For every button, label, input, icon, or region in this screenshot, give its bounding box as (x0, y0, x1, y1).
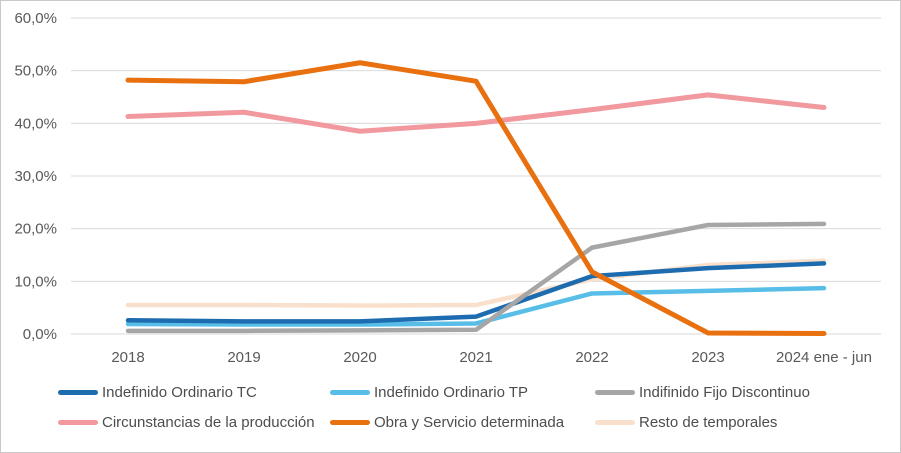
legend-item-obra-y-servicio-determinada: Obra y Servicio determinada (330, 414, 595, 431)
legend-swatch-indefinido-ordinario-tc (58, 390, 98, 395)
x-axis-category-label: 2021 (459, 349, 492, 366)
legend-label-circunstancias-de-la-produccion: Circunstancias de la producción (102, 414, 315, 431)
legend-item-resto-de-temporales: Resto de temporales (595, 414, 885, 431)
x-axis-category-label: 2023 (691, 349, 724, 366)
x-axis-category-label: 2018 (111, 349, 144, 366)
y-axis-tick-label: 20,0% (14, 221, 57, 238)
legend-item-indefinido-ordinario-tc: Indefinido Ordinario TC (58, 384, 330, 401)
legend-swatch-indifinido-fijo-discontinuo (595, 390, 635, 395)
series-line-circunstancias-de-la-producci-n (125, 92, 827, 134)
legend-swatch-circunstancias-de-la-produccion (58, 420, 98, 425)
legend-label-indefinido-ordinario-tp: Indefinido Ordinario TP (374, 384, 528, 401)
legend-label-resto-de-temporales: Resto de temporales (639, 414, 778, 431)
legend-swatch-obra-y-servicio-determinada (330, 420, 370, 425)
y-axis-tick-label: 50,0% (14, 63, 57, 80)
x-axis-category-label: 2024 ene - jun (776, 349, 872, 366)
x-axis-category-label: 2020 (343, 349, 376, 366)
series-line-indifinido-fijo-discontinuo (125, 221, 827, 334)
chart-legend: Indefinido Ordinario TC Indefinido Ordin… (58, 384, 885, 431)
series-line-indefinido-ordinario-tp (125, 285, 827, 327)
y-axis-tick-label: 30,0% (14, 168, 57, 185)
legend-label-indefinido-ordinario-tc: Indefinido Ordinario TC (102, 384, 257, 401)
legend-swatch-resto-de-temporales (595, 420, 635, 425)
y-axis-tick-label: 10,0% (14, 273, 57, 290)
x-axis-category-label: 2019 (227, 349, 260, 366)
series-line-indefinido-ordinario-tc (125, 261, 827, 324)
legend-label-obra-y-servicio-determinada: Obra y Servicio determinada (374, 414, 565, 431)
y-axis-tick-label: 0,0% (23, 326, 57, 343)
series-line-resto-de-temporales (125, 258, 827, 308)
legend-swatch-indefinido-ordinario-tp (330, 390, 370, 395)
legend-label-indifinido-fijo-discontinuo: Indifinido Fijo Discontinuo (639, 384, 810, 401)
y-axis-tick-label: 60,0% (14, 10, 57, 27)
legend-item-circunstancias-de-la-produccion: Circunstancias de la producción (58, 414, 330, 431)
series-line-obra-y-servicio-determinada (125, 60, 827, 336)
legend-item-indifinido-fijo-discontinuo: Indifinido Fijo Discontinuo (595, 384, 885, 401)
x-axis-category-label: 2022 (575, 349, 608, 366)
y-axis-tick-label: 40,0% (14, 115, 57, 132)
legend-item-indefinido-ordinario-tp: Indefinido Ordinario TP (330, 384, 595, 401)
line-chart: 0,0% 10,0% 20,0% 30,0% 40,0% 50,0% 60,0% 2018 20… (14, 10, 881, 366)
